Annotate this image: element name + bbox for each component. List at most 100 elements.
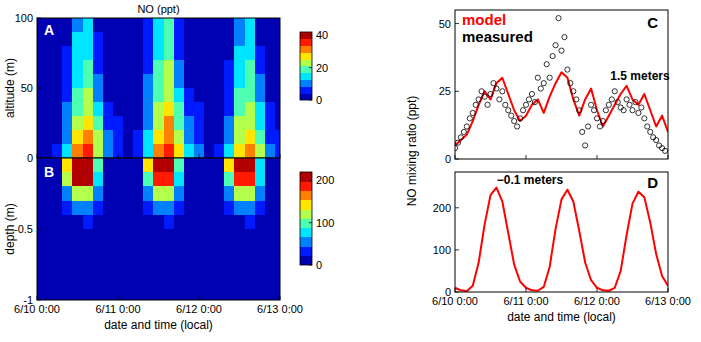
y-axis-label: depth (m) — [3, 203, 17, 254]
heat-cell — [224, 18, 235, 32]
heat-cell — [143, 102, 154, 116]
heat-cell — [37, 18, 42, 32]
heat-cell — [164, 102, 175, 116]
x-tick — [37, 296, 38, 300]
heat-cell — [37, 74, 42, 88]
heat-cell — [255, 46, 266, 60]
heat-cell — [133, 32, 144, 46]
heat-cell — [113, 74, 124, 88]
colorbar-segment — [300, 172, 312, 182]
heat-cell — [275, 272, 280, 287]
heat-cell — [214, 18, 225, 32]
heat-cell — [164, 18, 175, 32]
heat-cell — [93, 130, 104, 144]
heat-cell — [62, 116, 73, 130]
heat-cell — [265, 257, 276, 272]
heat-cell — [174, 158, 185, 173]
x-tick — [455, 155, 456, 159]
y-tick-label: 50 — [439, 18, 451, 30]
heat-cell — [234, 74, 245, 88]
data-point — [500, 89, 505, 94]
x-tick — [280, 296, 281, 300]
heat-cell — [52, 116, 63, 130]
colorbar-segment — [300, 46, 312, 53]
x-tick-label: 6/12 0:00 — [574, 295, 620, 307]
data-point — [520, 108, 525, 113]
data-point — [580, 129, 585, 134]
heat-cell — [62, 74, 73, 88]
heat-cell — [42, 130, 53, 144]
heat-cell — [133, 88, 144, 102]
data-point — [556, 16, 561, 21]
figure: 02040050100NO (ppt)altitude (m)A01002006… — [0, 0, 701, 342]
heat-cell — [194, 130, 205, 144]
heat-cell — [275, 229, 280, 244]
heat-cell — [143, 46, 154, 60]
heat-cell — [245, 172, 256, 187]
heat-cell — [123, 158, 134, 173]
heat-cell — [174, 88, 185, 102]
heat-cell — [245, 272, 256, 287]
data-point — [583, 143, 588, 148]
heat-cell — [123, 286, 134, 300]
heat-cell — [245, 130, 256, 144]
heat-cell — [224, 130, 235, 144]
x-axis-label: date and time (local) — [507, 310, 616, 324]
heat-cell — [103, 88, 114, 102]
heat-cell — [72, 243, 83, 258]
heat-cell — [52, 46, 63, 60]
heat-cell — [265, 32, 276, 46]
axes-frame — [455, 172, 668, 292]
heat-cell — [62, 88, 73, 102]
heat-cell — [123, 144, 134, 158]
heat-cell — [83, 201, 94, 216]
heat-cell — [184, 46, 195, 60]
heat-cell — [174, 215, 185, 230]
heat-cell — [113, 172, 124, 187]
heat-cell — [245, 32, 256, 46]
heat-cell — [103, 130, 114, 144]
heat-cell — [164, 144, 175, 158]
heat-cell — [62, 18, 73, 32]
heat-cell — [72, 257, 83, 272]
data-point — [645, 124, 650, 129]
heat-cell — [204, 201, 215, 216]
heat-cell — [62, 158, 73, 173]
heat-cell — [153, 186, 164, 201]
heat-cell — [143, 60, 154, 74]
heat-cell — [184, 130, 195, 144]
heat-cell — [275, 201, 280, 216]
heat-cell — [204, 144, 215, 158]
data-point — [455, 140, 460, 145]
heat-cell — [153, 172, 164, 187]
heat-cell — [93, 243, 104, 258]
heat-cell — [143, 144, 154, 158]
heat-cell — [164, 46, 175, 60]
heat-cell — [234, 32, 245, 46]
heat-cell — [72, 286, 83, 300]
heat-cell — [93, 18, 104, 32]
heat-cell — [265, 116, 276, 130]
x-tick-label: 6/11 0:00 — [95, 303, 140, 315]
heat-cell — [62, 243, 73, 258]
data-point — [600, 118, 605, 123]
heat-cell — [113, 158, 124, 173]
heat-cell — [123, 46, 134, 60]
colorbar-segment — [300, 209, 312, 219]
heat-cell — [93, 257, 104, 272]
chart-title: NO (ppt) — [137, 3, 179, 15]
heat-cell — [123, 88, 134, 102]
x-tick-label: 6/12 0:00 — [176, 303, 222, 315]
heat-cell — [224, 60, 235, 74]
heat-cell — [204, 32, 215, 46]
y-tick — [37, 300, 41, 301]
data-point — [642, 116, 647, 121]
heat-cell — [204, 186, 215, 201]
heat-cell — [72, 18, 83, 32]
heat-cell — [153, 102, 164, 116]
heat-cell — [113, 229, 124, 244]
heat-cell — [103, 257, 114, 272]
heat-cell — [275, 144, 280, 158]
heat-cell — [174, 243, 185, 258]
heat-cell — [113, 18, 124, 32]
